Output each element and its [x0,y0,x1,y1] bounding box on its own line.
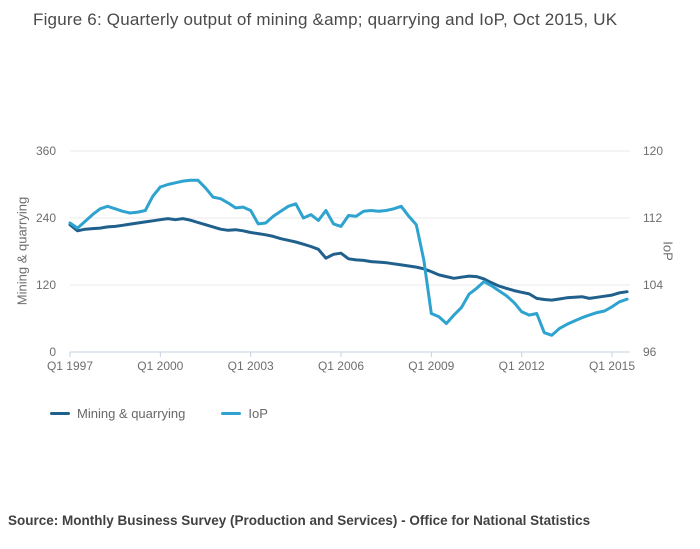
legend-label-iop: IoP [248,406,268,421]
legend: Mining & quarrying IoP [50,406,268,421]
y-right-tick-label: 120 [643,144,663,158]
y-right-tick-label: 104 [643,278,663,292]
mining-quarrying-swatch-icon [50,412,70,415]
y-left-tick-label: 240 [36,211,56,225]
x-tick-label: Q1 1997 [47,359,93,373]
x-tick-label: Q1 2000 [137,359,183,373]
chart-title: Figure 6: Quarterly output of mining &am… [33,10,618,29]
y-left-tick-label: 0 [49,345,56,359]
source-note: Source: Monthly Business Survey (Product… [8,513,591,528]
x-tick-label: Q1 2009 [408,359,454,373]
legend-label-mining-quarrying: Mining & quarrying [77,406,186,421]
x-tick-label: Q1 2003 [228,359,274,373]
y-left-tick-label: 120 [36,278,56,292]
x-tick-label: Q1 2012 [499,359,545,373]
x-tick-label: Q1 2015 [589,359,635,373]
legend-item-iop[interactable]: IoP [221,406,268,421]
y-right-tick-label: 96 [643,345,657,359]
x-tick-label: Q1 2006 [318,359,364,373]
iop-swatch-icon [221,412,242,415]
y-right-tick-label: 112 [643,211,662,225]
y-left-tick-label: 360 [36,144,56,158]
iop-line [68,178,629,337]
mining-quarrying-line [68,217,629,302]
chart-plot-area: Q1 1997 Q1 2000 Q1 2003 Q1 2006 Q1 2009 Q1 20… [36,144,663,373]
legend-item-mining-quarrying[interactable]: Mining & quarrying [50,406,185,421]
